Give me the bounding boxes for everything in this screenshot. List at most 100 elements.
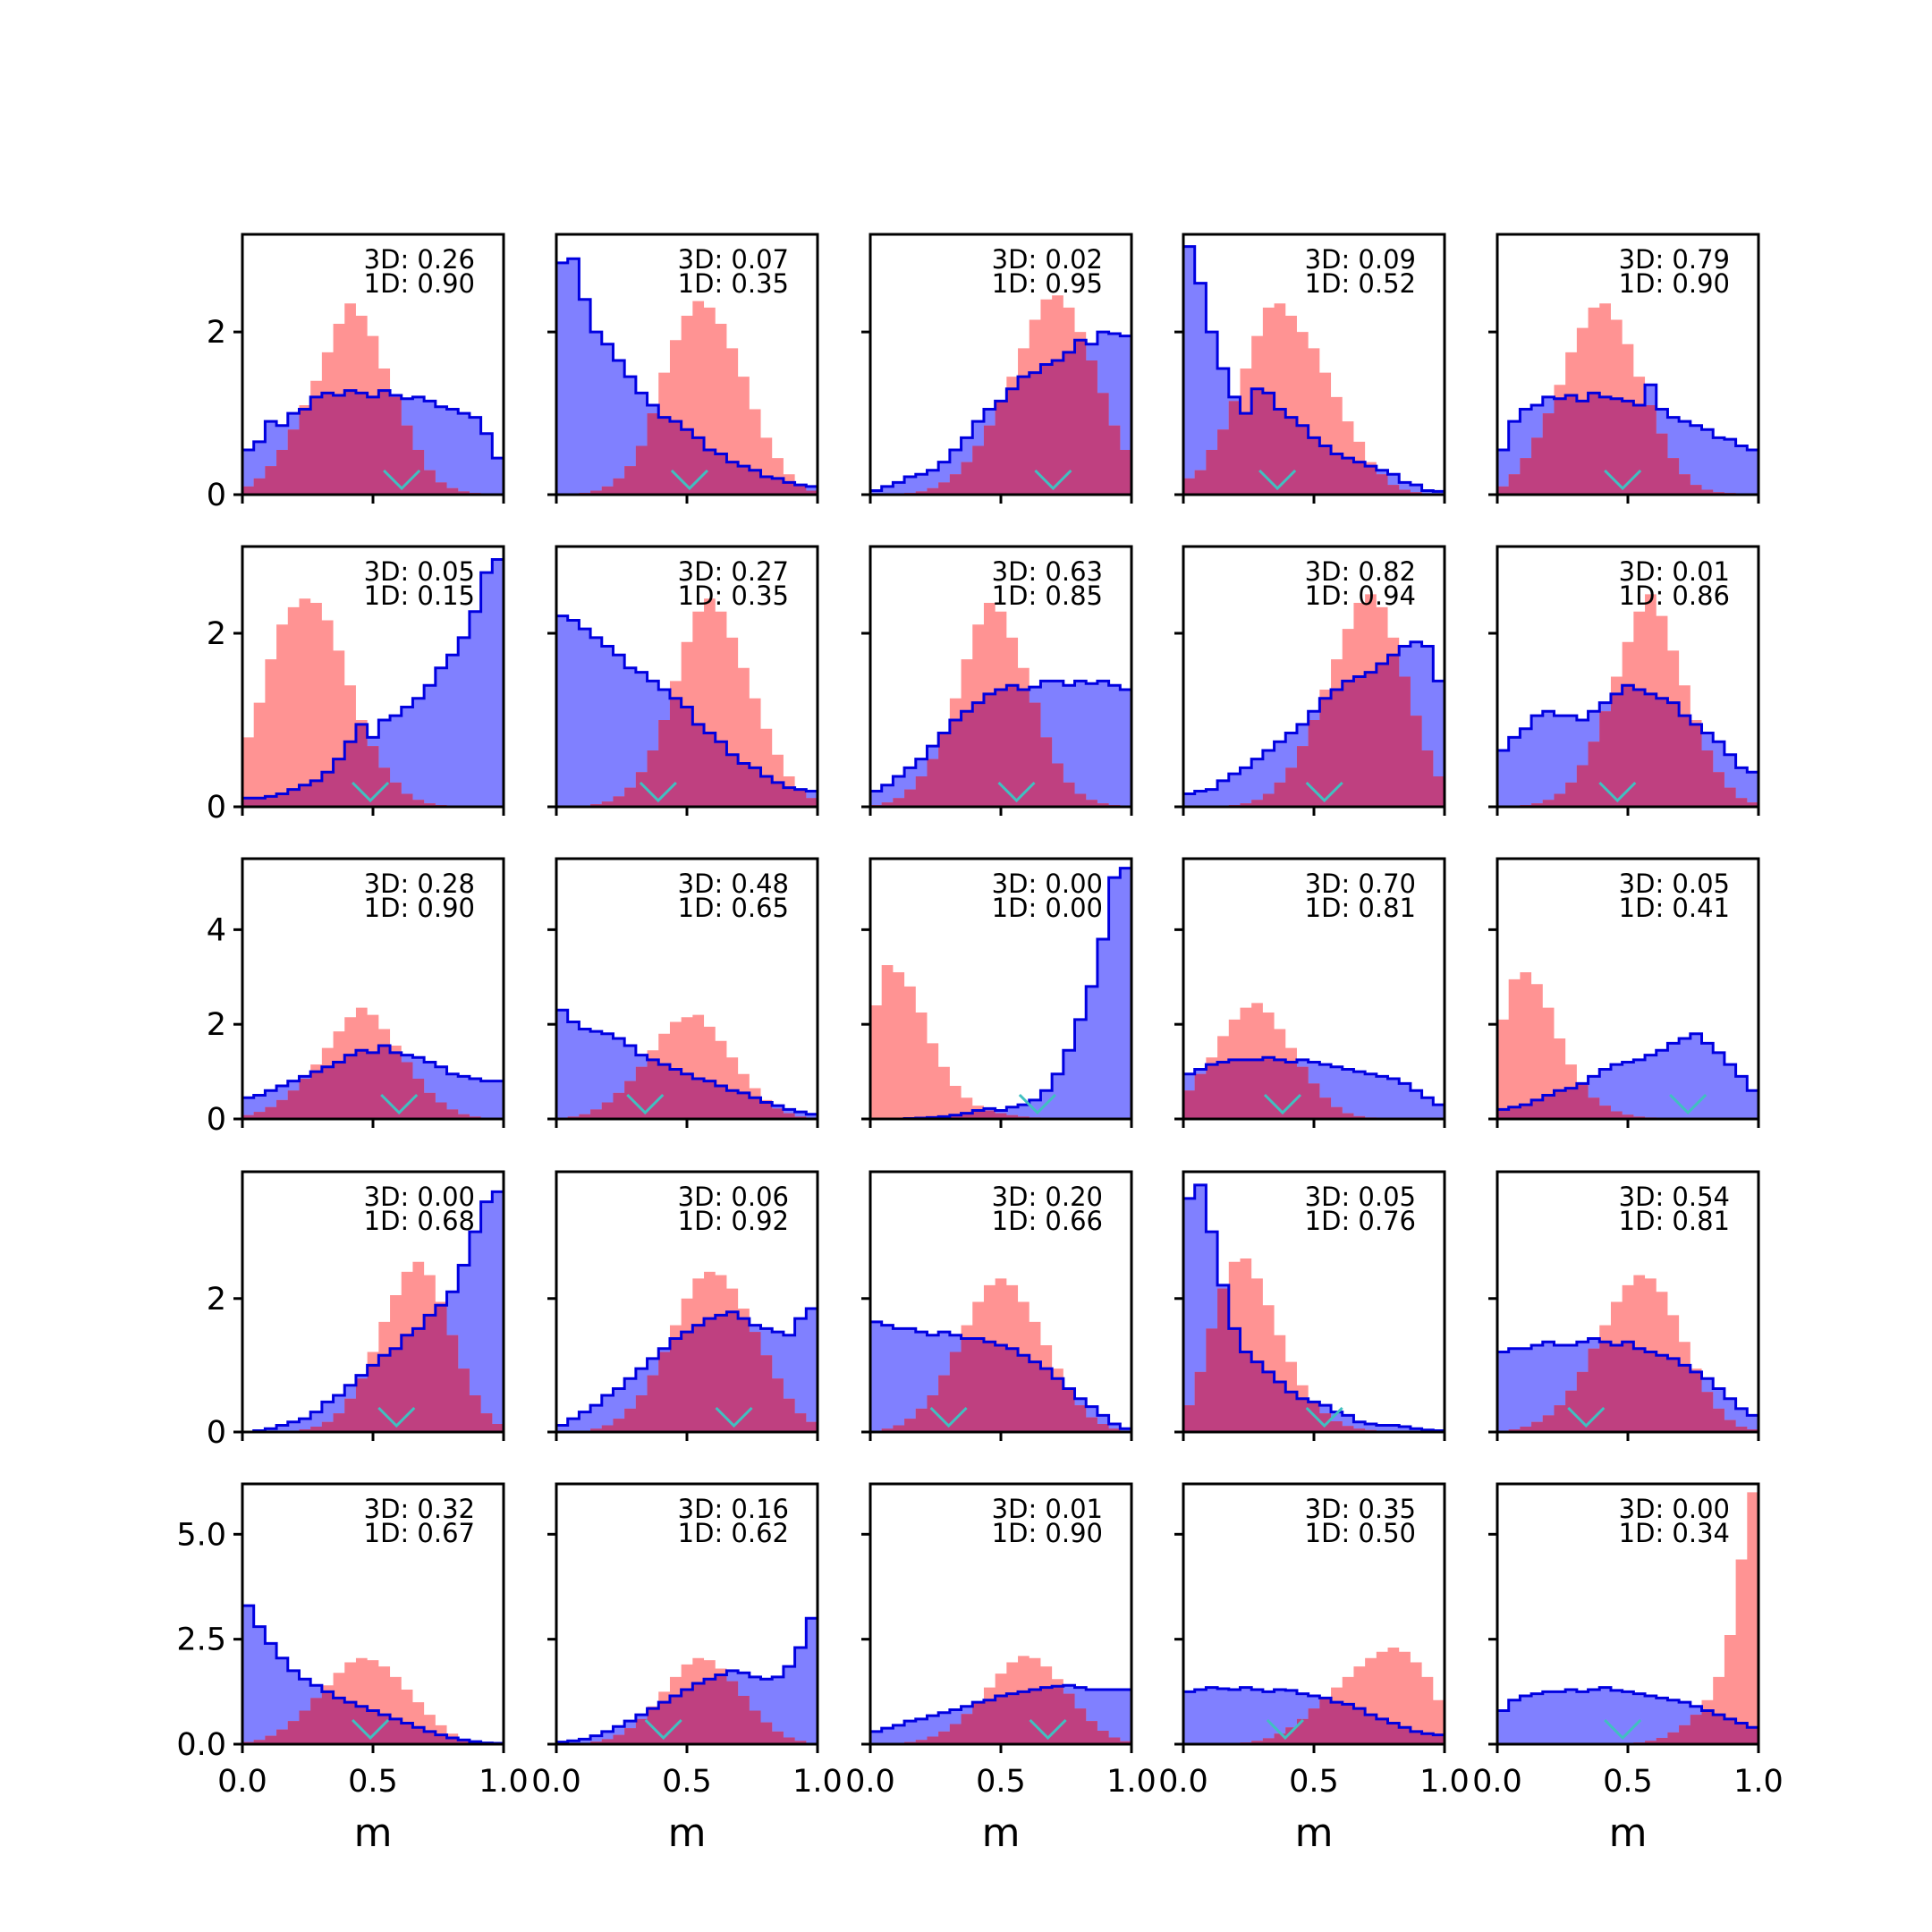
annotation-3d: 3D: 0.35 — [1305, 1494, 1416, 1524]
blue-histogram-fill — [242, 559, 504, 807]
overlap-histogram-fill — [1497, 685, 1758, 807]
blue-histogram-step — [870, 679, 1131, 793]
panel-plot-area — [556, 1271, 818, 1432]
annotation-3d: 3D: 0.09 — [1305, 244, 1416, 275]
panel-plot-area — [1497, 303, 1758, 495]
median-marker — [1305, 781, 1343, 803]
blue-histogram-step — [870, 1320, 1131, 1430]
blue-histogram-step — [242, 558, 504, 800]
median-marker — [1263, 1093, 1302, 1115]
median-marker — [639, 781, 677, 803]
annotation-3d: 3D: 0.05 — [364, 556, 475, 587]
blue-histogram-step — [1497, 683, 1758, 774]
x-tick-label: 0.0 — [1158, 1764, 1208, 1800]
median-marker — [626, 1093, 665, 1115]
blue-histogram-step — [556, 257, 818, 488]
median-marker — [1029, 1718, 1067, 1741]
annotation-1d: 1D: 0.67 — [364, 1518, 475, 1548]
panel-plot-area — [870, 1278, 1131, 1432]
x-tick-label: 0.0 — [217, 1764, 267, 1800]
median-marker — [997, 781, 1036, 803]
annotation-1d: 1D: 0.00 — [992, 893, 1103, 923]
y-tick-label: 0 — [207, 1415, 226, 1451]
overlap-histogram-fill — [242, 390, 504, 495]
annotation-1d: 1D: 0.92 — [678, 1206, 789, 1236]
x-tick-label: 1.0 — [479, 1764, 529, 1800]
annotation-1d: 1D: 0.90 — [364, 893, 475, 923]
median-marker — [1567, 1406, 1606, 1428]
x-tick-label: 0.0 — [531, 1764, 581, 1800]
blue-histogram-step — [1183, 1055, 1445, 1106]
blue-histogram-step — [556, 1307, 818, 1428]
overlap-histogram-fill — [1497, 393, 1758, 495]
panel-plot-area — [242, 558, 504, 807]
annotation-3d: 3D: 0.26 — [364, 244, 475, 275]
panel-plot-area — [556, 598, 818, 807]
panel-plot-area — [1183, 1183, 1445, 1432]
overlap-histogram-fill — [1497, 1342, 1758, 1432]
panel-plot-area — [242, 1190, 504, 1432]
x-tick-label: 0.5 — [662, 1764, 712, 1800]
blue-histogram-step — [556, 614, 818, 793]
x-axis-label: m — [354, 1810, 393, 1856]
annotation-1d: 1D: 0.85 — [992, 580, 1103, 611]
median-marker — [1034, 469, 1072, 491]
annotation-3d: 3D: 0.27 — [678, 556, 789, 587]
median-marker — [1604, 1718, 1642, 1741]
red-histogram-fill — [556, 598, 818, 807]
x-axis-label: m — [982, 1810, 1021, 1856]
y-tick-label: 2 — [207, 1282, 226, 1318]
annotation-3d: 3D: 0.05 — [1619, 869, 1730, 899]
annotation-3d: 3D: 0.00 — [1619, 1494, 1730, 1524]
overlap-histogram-fill — [242, 1045, 504, 1119]
blue-histogram-step — [1183, 1686, 1445, 1737]
y-tick-label: 2 — [207, 616, 226, 652]
annotation-1d: 1D: 0.81 — [1619, 1206, 1730, 1236]
overlap-histogram-fill — [556, 413, 818, 495]
overlap-histogram-fill — [1183, 1288, 1445, 1432]
overlap-histogram-fill — [556, 1674, 818, 1744]
annotation-1d: 1D: 0.90 — [1619, 268, 1730, 299]
annotation-3d: 3D: 0.82 — [1305, 556, 1416, 587]
panel-plot-area — [870, 295, 1131, 495]
median-marker — [670, 469, 708, 491]
x-axis-label: m — [668, 1810, 707, 1856]
red-histogram-fill — [1497, 971, 1758, 1119]
annotation-3d: 3D: 0.01 — [1619, 556, 1730, 587]
annotation-3d: 3D: 0.32 — [364, 1494, 475, 1524]
annotation-1d: 1D: 0.35 — [678, 268, 789, 299]
annotation-1d: 1D: 0.34 — [1619, 1518, 1730, 1548]
median-marker — [1266, 1718, 1304, 1741]
median-marker — [383, 469, 421, 491]
x-tick-label: 0.5 — [348, 1764, 398, 1800]
panel-plot-area — [242, 1604, 504, 1744]
y-tick-label: 4 — [207, 912, 226, 948]
red-histogram-fill — [556, 301, 818, 495]
x-tick-label: 0.0 — [845, 1764, 895, 1800]
overlap-histogram-fill — [870, 1686, 1131, 1744]
overlap-histogram-fill — [1497, 1083, 1758, 1119]
x-tick-label: 1.0 — [1106, 1764, 1157, 1800]
panel-plot-area — [1497, 594, 1758, 807]
overlap-histogram-fill — [556, 1059, 818, 1119]
median-marker — [352, 1718, 390, 1741]
blue-histogram-step — [242, 1190, 504, 1432]
red-histogram-fill — [242, 598, 504, 807]
overlap-histogram-fill — [1183, 1698, 1445, 1744]
annotation-1d: 1D: 0.65 — [678, 893, 789, 923]
annotation-3d: 3D: 0.16 — [678, 1494, 789, 1524]
annotation-3d: 3D: 0.05 — [1305, 1182, 1416, 1212]
blue-histogram-step — [242, 1044, 504, 1099]
blue-histogram-step — [1497, 1337, 1758, 1417]
